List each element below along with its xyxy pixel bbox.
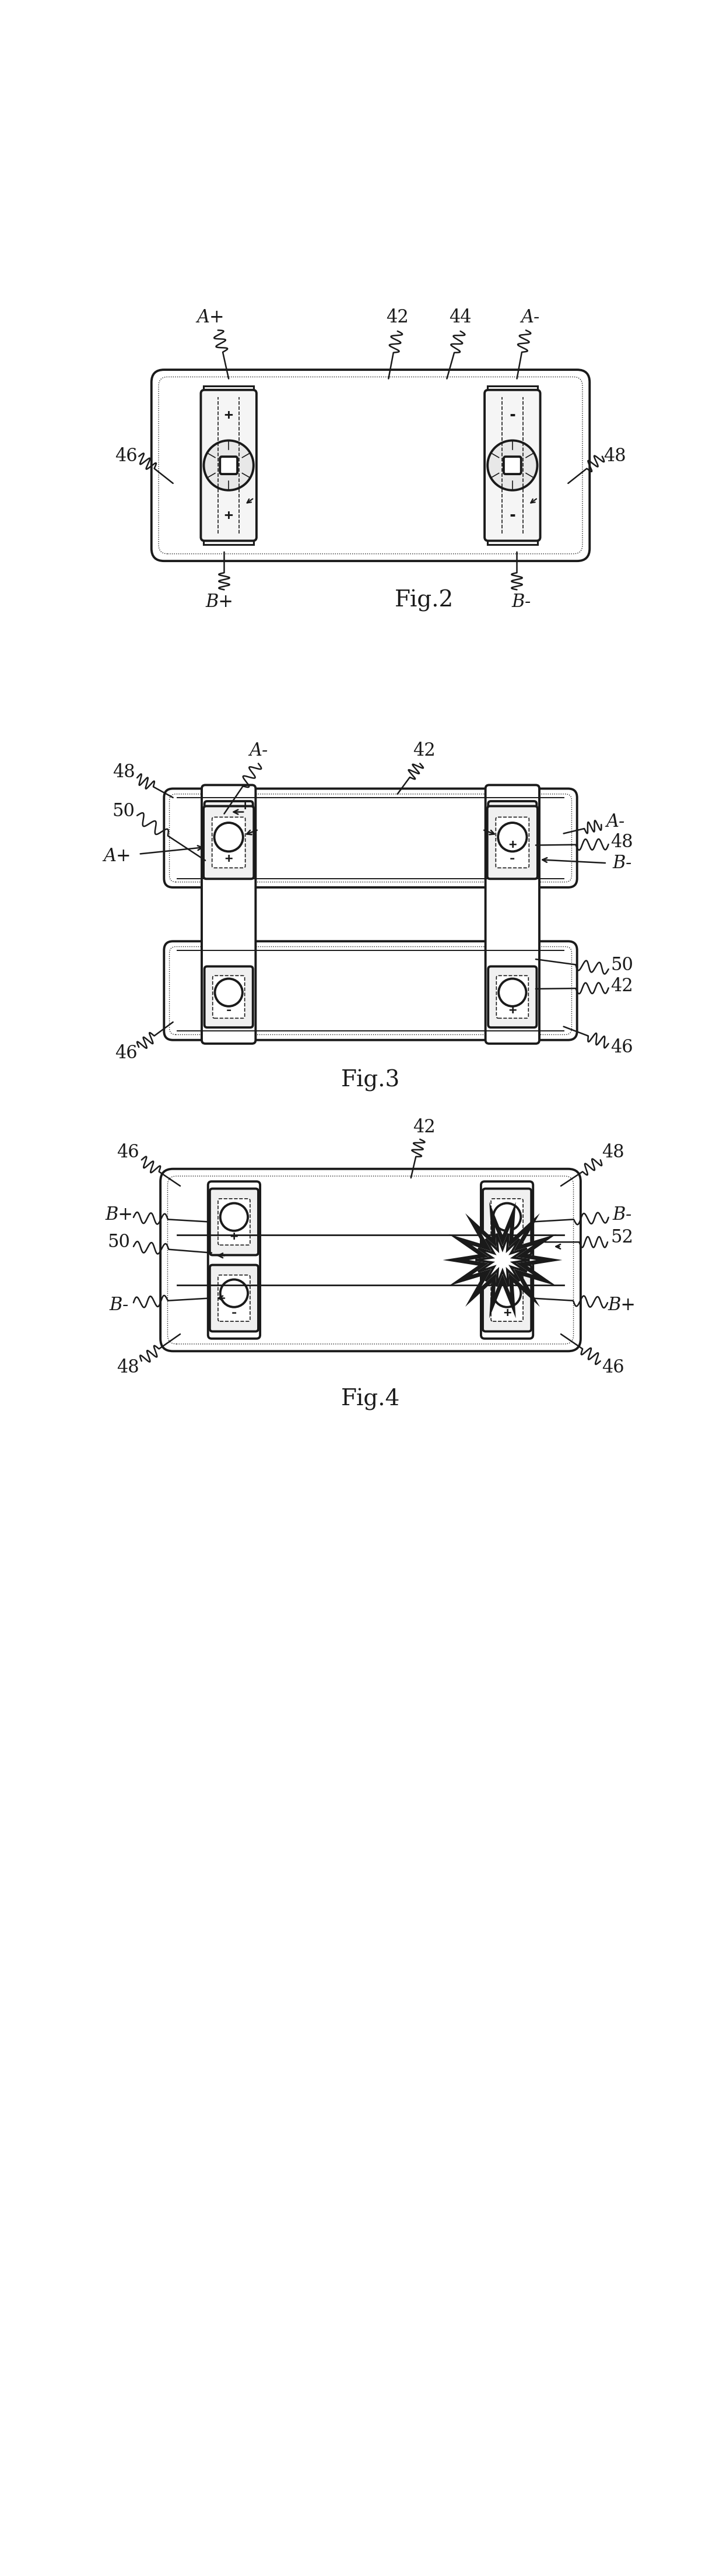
Text: B+: B+ [105, 1206, 133, 1224]
Text: +: + [230, 1231, 238, 1242]
FancyBboxPatch shape [483, 1265, 531, 1332]
Circle shape [498, 822, 527, 853]
FancyBboxPatch shape [205, 801, 253, 863]
Text: 46: 46 [117, 1144, 140, 1162]
FancyBboxPatch shape [488, 801, 536, 863]
Text: +: + [224, 507, 233, 523]
FancyBboxPatch shape [210, 1265, 258, 1332]
Text: 50: 50 [108, 1234, 130, 1252]
Text: +: + [241, 801, 249, 811]
Circle shape [487, 440, 537, 489]
Text: 52: 52 [611, 1229, 633, 1247]
Text: 48: 48 [112, 762, 135, 781]
FancyBboxPatch shape [204, 806, 254, 878]
FancyBboxPatch shape [161, 1170, 581, 1352]
Polygon shape [476, 1234, 530, 1285]
Text: 44: 44 [449, 309, 471, 327]
FancyBboxPatch shape [220, 456, 237, 474]
Bar [487, 386, 537, 546]
Text: B-: B- [612, 1206, 632, 1224]
Text: 48: 48 [611, 835, 633, 853]
FancyBboxPatch shape [151, 371, 590, 562]
FancyBboxPatch shape [504, 456, 521, 474]
Text: 48: 48 [604, 448, 626, 466]
Text: +: + [508, 1005, 516, 1015]
FancyBboxPatch shape [497, 811, 529, 853]
Text: A-: A- [521, 309, 540, 327]
Text: -: - [508, 507, 517, 523]
Text: A-: A- [249, 742, 268, 760]
Text: B+: B+ [608, 1296, 636, 1314]
Circle shape [499, 814, 526, 840]
Text: B-: B- [612, 855, 632, 873]
Text: -: - [225, 1005, 233, 1015]
Circle shape [204, 440, 254, 489]
Text: 46: 46 [115, 448, 137, 466]
FancyBboxPatch shape [481, 1182, 533, 1340]
Bar [211, 392, 247, 538]
Text: 46: 46 [115, 1043, 137, 1061]
Text: +: + [224, 407, 233, 422]
Text: Fig.3: Fig.3 [341, 1069, 400, 1092]
FancyBboxPatch shape [213, 976, 244, 1018]
Circle shape [493, 1203, 521, 1231]
FancyBboxPatch shape [205, 966, 253, 1028]
Circle shape [221, 1203, 248, 1231]
FancyBboxPatch shape [488, 966, 536, 1028]
Circle shape [214, 822, 243, 853]
Text: 50: 50 [112, 801, 135, 819]
Text: +: + [508, 840, 516, 850]
FancyBboxPatch shape [210, 1188, 258, 1255]
Text: B-: B- [512, 592, 531, 611]
Text: +: + [503, 1306, 511, 1319]
Circle shape [215, 814, 242, 840]
Text: 48: 48 [117, 1358, 140, 1376]
FancyBboxPatch shape [491, 1275, 523, 1321]
FancyBboxPatch shape [483, 1188, 531, 1255]
Circle shape [221, 1280, 248, 1306]
Text: -: - [230, 1306, 238, 1319]
Text: 46: 46 [602, 1358, 624, 1376]
Text: 42: 42 [413, 742, 436, 760]
Text: 48: 48 [602, 1144, 624, 1162]
Circle shape [499, 979, 526, 1007]
Text: -: - [508, 853, 516, 866]
Text: A+: A+ [197, 309, 225, 327]
FancyBboxPatch shape [497, 976, 529, 1018]
FancyBboxPatch shape [208, 1182, 260, 1340]
Text: B-: B- [109, 1296, 129, 1314]
Circle shape [215, 979, 242, 1007]
Text: Fig.4: Fig.4 [341, 1388, 400, 1412]
Text: -: - [503, 1231, 511, 1242]
FancyBboxPatch shape [485, 786, 539, 1043]
Text: 50: 50 [611, 956, 633, 974]
Text: 42: 42 [386, 309, 408, 327]
FancyBboxPatch shape [212, 817, 245, 868]
FancyBboxPatch shape [201, 389, 257, 541]
Text: 42: 42 [611, 976, 633, 994]
Text: A+: A+ [103, 848, 131, 866]
FancyBboxPatch shape [164, 788, 577, 886]
Text: 46: 46 [611, 1038, 633, 1056]
Text: +: + [225, 853, 233, 866]
FancyBboxPatch shape [496, 817, 529, 868]
FancyBboxPatch shape [202, 786, 256, 1043]
FancyBboxPatch shape [484, 389, 540, 541]
Bar [495, 392, 530, 538]
Text: 42: 42 [413, 1118, 436, 1136]
Text: -: - [508, 407, 517, 422]
FancyBboxPatch shape [164, 940, 577, 1041]
Circle shape [493, 1280, 521, 1306]
Text: A-: A- [607, 814, 625, 832]
FancyBboxPatch shape [491, 1198, 523, 1244]
FancyBboxPatch shape [213, 811, 244, 853]
Text: Fig.2: Fig.2 [395, 590, 454, 611]
Text: B+: B+ [206, 592, 234, 611]
FancyBboxPatch shape [218, 1275, 250, 1321]
FancyBboxPatch shape [487, 806, 537, 878]
Bar [204, 386, 254, 546]
Polygon shape [455, 1213, 549, 1306]
FancyBboxPatch shape [218, 1198, 250, 1244]
